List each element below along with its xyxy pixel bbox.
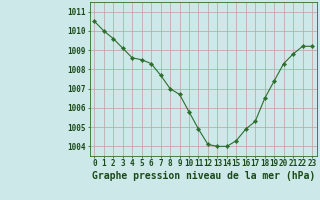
X-axis label: Graphe pression niveau de la mer (hPa): Graphe pression niveau de la mer (hPa) <box>92 171 315 181</box>
